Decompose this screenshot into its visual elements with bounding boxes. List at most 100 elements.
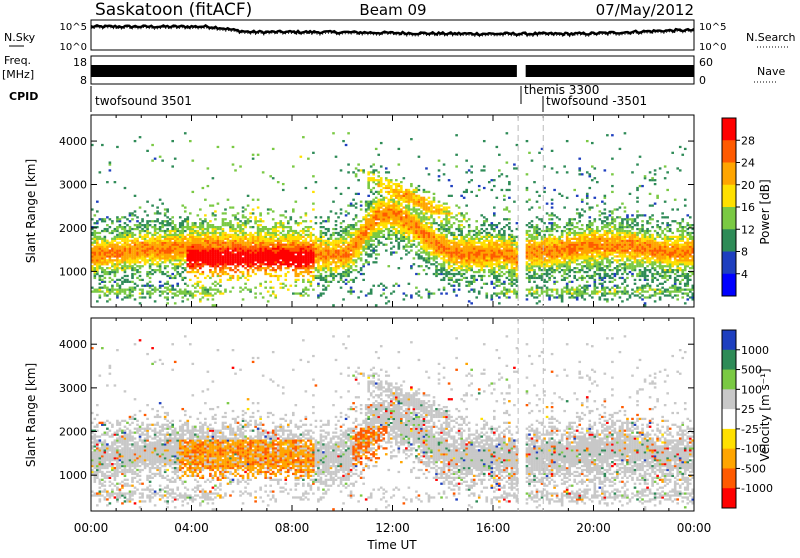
power-cell [241,210,245,213]
power-cell [196,239,200,242]
power-cell [387,204,391,207]
power-cell [530,251,534,254]
freq-right-label: Nave [757,65,785,78]
power-cell [367,202,370,205]
power-cell [181,224,185,227]
power-cell [161,292,164,295]
power-cell [437,204,441,207]
power-cell [540,292,544,295]
power-cell [224,255,227,258]
power-cell [450,216,453,219]
power-cell [450,231,453,235]
power-cell [430,243,433,246]
power-cell [352,249,355,252]
power-cell [535,302,539,305]
power-cell [415,196,418,199]
power-cell [400,188,403,192]
power-cell [349,239,353,242]
power-cell [332,249,335,252]
power-cell [153,212,157,215]
power-cell [106,288,109,291]
power-cell [214,231,217,235]
power-cell [103,245,107,248]
power-cell [455,267,458,270]
power-cell [214,243,217,246]
power-cell [171,220,174,223]
power-cell [505,161,509,164]
power-cell [337,280,340,283]
power-cell [153,157,157,160]
power-cell [271,267,275,270]
power-cell [533,231,536,235]
power-cell [535,255,539,258]
power-cell [425,272,428,276]
power-cell [209,257,212,260]
power-cell [292,263,295,266]
power-cell [354,214,358,217]
power-cell [530,288,534,291]
power-cell [422,235,426,239]
power-cell [427,231,431,235]
power-cell [397,231,401,235]
power-cell [266,253,270,256]
power-cell [500,274,504,278]
power-cell [354,202,358,205]
power-cell [116,241,119,244]
power-cell [199,251,202,254]
power-cell [395,239,398,242]
power-cell [309,282,313,285]
power-cell [525,245,529,248]
power-cell [435,274,438,278]
power-cell [181,235,185,239]
power-cell [440,245,443,248]
power-cell [447,265,451,268]
power-cell [186,239,190,242]
power-cell [387,300,391,303]
power-cell [234,253,237,256]
power-cell [163,241,167,244]
power-cell [364,202,368,205]
power-cell [204,253,207,256]
power-cell [239,251,242,254]
power-cell [309,243,313,246]
power-cell [452,245,456,248]
power-cell [302,290,305,293]
power-cell [367,220,370,223]
power-cell [425,216,428,219]
power-cell [241,241,245,244]
power-cell [309,237,313,240]
power-cell [347,225,350,229]
power-cell [239,229,242,233]
power-cell [91,268,94,272]
power-cell [374,231,378,235]
power-cell [221,233,225,237]
power-cell [397,222,401,225]
power-cell [183,243,187,246]
power-cell [231,206,235,209]
power-cell [482,251,486,254]
power-cell [339,257,343,260]
power-cell [171,251,174,254]
power-cell [96,253,99,256]
power-cell [108,272,112,276]
power-cell [462,218,466,221]
power-cell [420,225,423,229]
power-cell [148,231,152,235]
power-cell [470,257,473,260]
power-cell [480,235,484,239]
power-cell [332,233,335,237]
power-cell [294,278,298,282]
power-cell [362,245,365,248]
power-cell [344,229,348,233]
power-cell [319,272,323,276]
power-cell [457,251,461,254]
power-cell [460,227,463,231]
power-cell [312,274,315,278]
power-cell [528,265,531,268]
power-cell [427,247,431,250]
power-cell [410,224,413,227]
power-cell [440,278,443,282]
power-cell [535,286,539,289]
power-cell [420,220,423,223]
